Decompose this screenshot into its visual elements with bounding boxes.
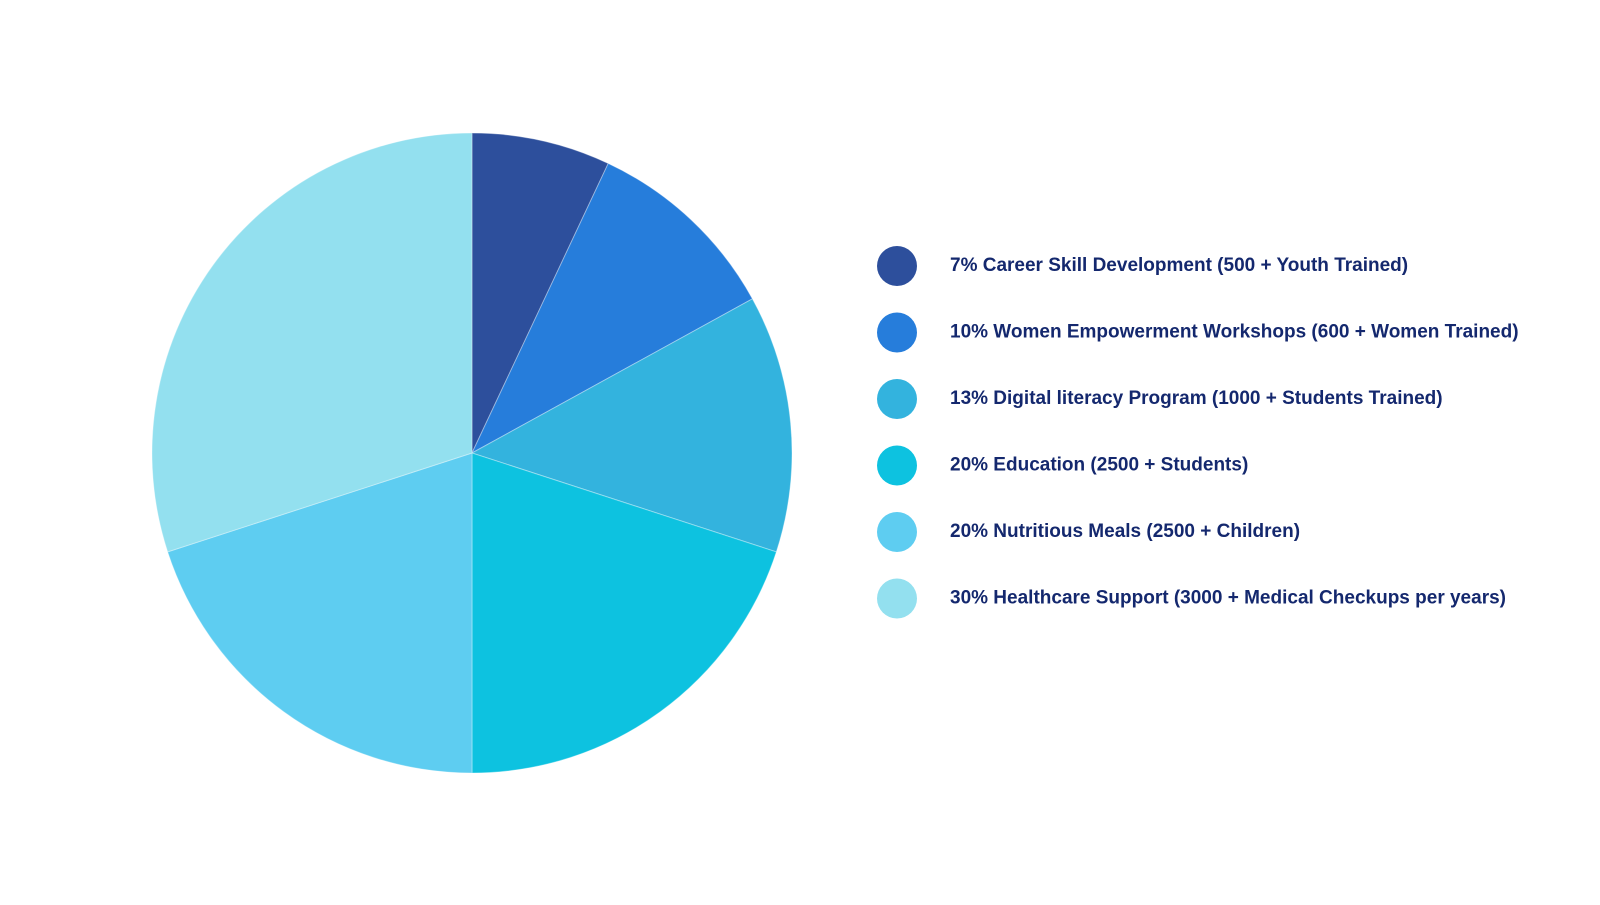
legend-swatch: [877, 512, 917, 552]
legend-swatch: [877, 312, 917, 353]
legend-label: 30% Healthcare Support (3000 + Medical C…: [950, 588, 1506, 609]
legend-swatch: [877, 578, 917, 619]
legend-swatch: [877, 445, 917, 486]
legend-label: 7% Career Skill Development (500 + Youth…: [950, 255, 1408, 276]
legend-label: 20% Education (2500 + Students): [950, 455, 1248, 476]
pie-slice: [470, 298, 793, 553]
pie-slice: [470, 162, 754, 455]
pie-slice: [471, 452, 777, 774]
legend-label: 20% Nutritious Meals (2500 + Children): [950, 521, 1300, 542]
pie-slice: [471, 132, 609, 454]
legend-swatch: [877, 246, 917, 286]
pie-slice: [167, 452, 473, 774]
legend-swatch: [877, 379, 917, 419]
legend-label: 13% Digital literacy Program (1000 + Stu…: [950, 388, 1443, 409]
pie-slice: [151, 132, 473, 553]
legend-label: 10% Women Empowerment Workshops (600 + W…: [950, 322, 1519, 343]
